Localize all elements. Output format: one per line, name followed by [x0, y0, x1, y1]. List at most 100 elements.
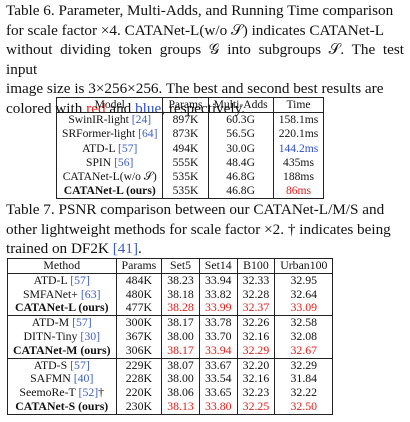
- table-header-row: Model Params Multi-Adds Time: [56, 97, 324, 114]
- urban100-cell: 32.29: [274, 357, 333, 373]
- citation-link[interactable]: [52]: [78, 385, 99, 400]
- citation-link[interactable]: [57]: [118, 141, 138, 155]
- caption-line: image size is 3×256×256. The best and se…: [6, 80, 384, 97]
- params-cell: 367K: [116, 329, 163, 344]
- set5-cell: 38.00: [161, 329, 200, 344]
- caption-line: trained on DF2K [41].: [6, 240, 142, 257]
- set14-cell: 33.82: [199, 287, 238, 302]
- method-cell: CATANet-S (ours): [7, 399, 117, 415]
- model-cell: ATD-L [57]: [56, 141, 164, 156]
- time-cell-second-best: 144.2ms: [278, 141, 319, 155]
- urban100-cell: 32.08: [290, 328, 318, 343]
- urban100-cell-best: 33.09: [290, 300, 318, 315]
- set5-cell: 38.06: [161, 385, 200, 400]
- model-cell: SwinIR-light [24]: [56, 112, 164, 128]
- time-cell: 158.1ms: [278, 113, 319, 127]
- b100-cell-best: 32.29: [237, 343, 276, 359]
- time-cell: 220.1ms: [278, 127, 319, 141]
- set5-cell: 38.00: [161, 372, 200, 387]
- urban100-cell: 32.22: [290, 385, 318, 400]
- madds-cell: 56.5G: [208, 127, 274, 142]
- method-cell: ATD-S [57]: [7, 357, 117, 373]
- method-cell: ATD-M [57]: [7, 315, 117, 330]
- params-cell: 229K: [116, 357, 163, 373]
- urban100-cell-best: 32.67: [290, 342, 318, 357]
- b100-cell: 32.20: [237, 357, 276, 373]
- table-row: SwinIR-light [24] 897K 60.3G 158.1ms: [56, 112, 324, 128]
- b100-cell: 32.23: [237, 385, 276, 400]
- table-row: ATD-L [57] 494K 30.0G 144.2ms: [56, 141, 324, 156]
- table-row: ATD-S [57] 229K 38.07 33.67 32.20 32.29: [7, 357, 333, 373]
- caption-line: Table 6. Parameter, Multi-Adds, and Runn…: [6, 2, 394, 19]
- method-cell: SAFMN [40]: [7, 371, 117, 387]
- set14-cell: 33.67: [199, 357, 238, 373]
- params-cell: 535K: [162, 184, 209, 199]
- col-header-urban100: Urban100: [274, 258, 333, 274]
- set5-cell: 38.18: [161, 287, 200, 302]
- b100-cell-best: 32.25: [237, 399, 276, 415]
- b100-cell: 32.16: [237, 372, 276, 387]
- params-cell: 228K: [116, 372, 163, 387]
- time-cell-best: 86ms: [285, 184, 312, 198]
- model-cell: CATANet-L (ours): [56, 184, 164, 199]
- model-cell: CATANet-L(w/o 𝒮): [56, 170, 164, 185]
- method-cell: SeemoRe-T [52]†: [7, 385, 117, 400]
- set5-cell-best: 38.28: [161, 300, 200, 316]
- b100-cell: 32.33: [237, 273, 276, 288]
- set5-cell: 38.23: [161, 273, 200, 288]
- caption-line: other lightweight methods for scale fact…: [6, 220, 391, 238]
- params-cell: 220K: [116, 385, 163, 400]
- params-cell: 873K: [162, 127, 209, 142]
- table7: Method Params Set5 Set14 B100 Urban100 A…: [7, 258, 334, 415]
- table-row: SAFMN [40] 228K 38.00 33.54 32.16 31.84: [7, 371, 333, 387]
- citation-link[interactable]: [56]: [114, 155, 134, 169]
- set5-cell-best: 38.13: [161, 399, 200, 415]
- table-row: ATD-M [57] 300K 38.17 33.78 32.26 32.58: [7, 315, 333, 330]
- citation-link[interactable]: [57]: [72, 315, 92, 330]
- table-row-ours: CATANet-L (ours) 477K 38.28 33.99 32.37 …: [7, 300, 333, 316]
- time-cell: 188ms: [283, 170, 314, 184]
- citation-link[interactable]: [30]: [80, 328, 101, 343]
- col-header-params: Params: [162, 97, 209, 114]
- table-row: CATANet-L(w/o 𝒮) 535K 46.8G 188ms: [56, 170, 324, 185]
- citation-link[interactable]: [64]: [138, 127, 158, 141]
- dagger-mark: †: [98, 385, 105, 400]
- table-row: SRFormer-light [64] 873K 56.5G 220.1ms: [56, 127, 324, 142]
- caption-line: Table 7. PSNR comparison between our CAT…: [6, 201, 385, 218]
- model-cell: SRFormer-light [64]: [56, 127, 164, 142]
- table7-caption: Table 7. PSNR comparison between our CAT…: [6, 200, 404, 259]
- caption-line: without dividing token groups 𝒢 into sub…: [6, 41, 404, 78]
- method-cell: SMFANet+ [63]: [7, 286, 117, 302]
- citation-link[interactable]: [24]: [131, 113, 152, 127]
- table-row: ATD-L [57] 484K 38.23 33.94 32.33 32.95: [7, 272, 333, 288]
- citation-link[interactable]: [40]: [73, 371, 94, 386]
- madds-cell: 60.3G: [208, 112, 274, 128]
- citation-link[interactable]: [41]: [112, 240, 139, 257]
- params-cell: 535K: [162, 170, 209, 185]
- set14-cell-best: 33.94: [199, 343, 238, 359]
- col-header-multiadds: Multi-Adds: [208, 97, 274, 114]
- b100-cell: 32.16: [237, 329, 276, 344]
- table-row: SeemoRe-T [52]† 220K 38.06 33.65 32.23 3…: [7, 385, 333, 400]
- citation-link[interactable]: [57]: [70, 357, 90, 372]
- madds-cell: 46.8G: [208, 170, 274, 185]
- params-cell: 484K: [116, 273, 163, 288]
- table-row-ours: CATANet-M (ours) 306K 38.17 33.94 32.29 …: [7, 342, 333, 359]
- method-cell: CATANet-L (ours): [7, 300, 117, 316]
- table-row: DITN-Tiny [30] 367K 38.00 33.70 32.16 32…: [7, 328, 333, 344]
- citation-link[interactable]: [57]: [70, 272, 90, 287]
- urban100-cell: 32.95: [290, 272, 318, 287]
- params-cell: 306K: [116, 343, 163, 359]
- table-header-row: Method Params Set5 Set14 B100 Urban100: [7, 258, 333, 274]
- b100-cell: 32.28: [237, 287, 276, 302]
- citation-link[interactable]: [63]: [80, 286, 101, 301]
- set14-cell-best: 33.80: [199, 399, 238, 415]
- col-header-model: Model: [56, 97, 164, 114]
- madds-cell: 30.0G: [208, 141, 274, 156]
- params-cell: 300K: [116, 315, 163, 330]
- col-header-set5: Set5: [161, 258, 200, 274]
- table-row-ours: CATANet-L (ours) 535K 46.8G 86ms: [56, 184, 324, 199]
- params-cell: 230K: [116, 399, 163, 415]
- method-cell: ATD-L [57]: [7, 272, 117, 288]
- table-row-ours: CATANet-S (ours) 230K 38.13 33.80 32.25 …: [7, 399, 333, 415]
